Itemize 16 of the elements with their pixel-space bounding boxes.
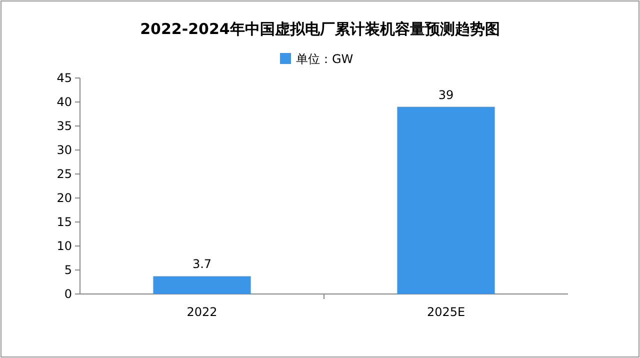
y-tick-label: 20 — [56, 191, 72, 205]
y-tick-label: 15 — [56, 215, 72, 229]
legend-label: 单位：GW — [296, 52, 354, 66]
y-tick-label: 35 — [56, 119, 72, 133]
chart-title: 2022-2024年中国虚拟电厂累计装机容量预测趋势图 — [140, 20, 500, 38]
data-label: 39 — [438, 88, 454, 102]
y-tick-label: 0 — [64, 287, 72, 301]
x-tick-label: 2025E — [426, 305, 466, 319]
data-label: 3.7 — [192, 257, 212, 272]
y-tick-label: 30 — [56, 143, 72, 157]
x-tick-label: 2022 — [186, 305, 218, 319]
y-tick-label: 40 — [56, 95, 72, 109]
y-tick-label: 10 — [56, 239, 72, 253]
y-tick-label: 45 — [56, 71, 72, 85]
y-tick-label: 5 — [64, 263, 72, 277]
y-tick-label: 25 — [56, 167, 72, 181]
